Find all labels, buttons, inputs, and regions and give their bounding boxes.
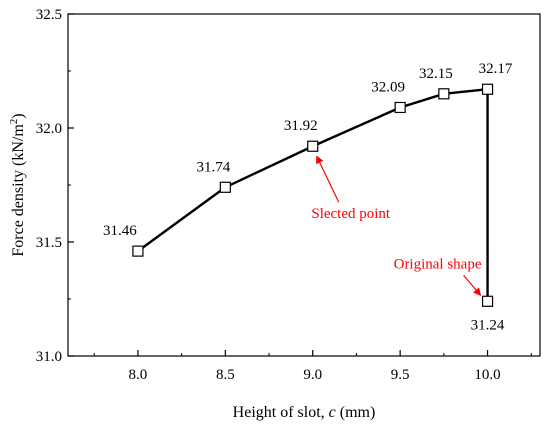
x-tick-label: 10.0 [474, 367, 500, 383]
data-label-1: 31.74 [196, 159, 230, 175]
data-label-0: 31.46 [103, 223, 137, 239]
data-point-6 [481, 295, 494, 307]
plot-area-border [67, 13, 541, 357]
x-tick-label: 9.5 [391, 367, 410, 383]
y-axis-title: Force density (kN/m2) [8, 113, 27, 256]
annotation-label-1: Original shape [394, 256, 482, 272]
data-label-6: 31.24 [471, 317, 505, 333]
x-tick-label: 8.5 [216, 367, 235, 383]
x-axis-title: Height of slot, c (mm) [233, 404, 376, 421]
annotation-label-0: Slected point [311, 206, 391, 222]
x-tick-label: 9.0 [303, 367, 322, 383]
y-tick-label: 31.0 [36, 349, 62, 365]
annotation-arrow-1 [463, 274, 482, 297]
annotations: Slected point Original shape [311, 155, 482, 297]
data-point-1 [219, 181, 231, 193]
y-tick-label: 31.5 [36, 235, 62, 251]
data-label-3: 32.09 [371, 79, 405, 95]
x-tick-label: 8.0 [129, 367, 148, 383]
data-label-5: 32.17 [479, 61, 513, 77]
plot-frame [67, 13, 541, 357]
y-tick-label: 32.0 [36, 121, 62, 137]
annotation-arrow-0 [316, 155, 340, 203]
data-point-0 [132, 245, 144, 257]
data-label-2: 31.92 [284, 118, 318, 134]
data-point-4 [438, 88, 450, 100]
data-label-4: 32.15 [419, 66, 453, 82]
series-markers [132, 83, 494, 307]
data-labels: 31.46 31.74 31.92 32.09 32.15 32.17 31.24 [103, 61, 513, 333]
x-axis-ticks: 8.0 8.5 9.0 9.5 10.0 [93, 350, 532, 383]
y-tick-label: 32.5 [36, 7, 62, 23]
data-point-3 [394, 101, 406, 114]
data-point-2 [307, 140, 319, 152]
data-point-5 [481, 83, 494, 95]
y-axis-ticks: 31.0 31.5 32.0 32.5 [36, 7, 74, 365]
